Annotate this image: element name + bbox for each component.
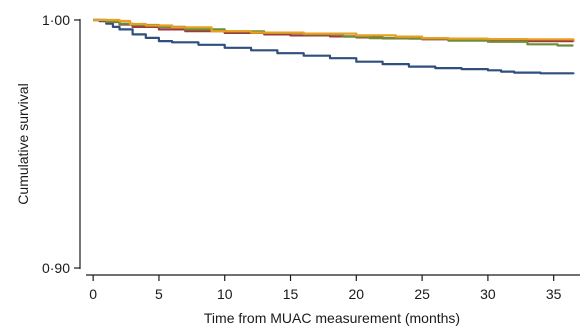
x-tick-label: 20 (349, 286, 365, 302)
series-layer (93, 18, 575, 75)
y-tick-label: 0·90 (42, 260, 70, 276)
x-tick-label: 0 (89, 286, 97, 302)
axes (79, 19, 580, 276)
x-tick-label: 15 (283, 286, 299, 302)
x-tick-label: 30 (480, 286, 496, 302)
series-line-4 (93, 18, 575, 41)
x-tick-label: 35 (546, 286, 562, 302)
x-axis-title: Time from MUAC measurement (months) (204, 310, 460, 326)
series-line-1 (93, 18, 575, 75)
tick-layer: 0·90 1·00 0 5 10 15 20 25 30 35 (42, 12, 562, 302)
x-tick-label: 25 (414, 286, 430, 302)
y-axis-title: Cumulative survival (15, 83, 31, 204)
x-tick-label: 5 (155, 286, 163, 302)
y-tick-label: 1·00 (42, 12, 70, 28)
x-tick-label: 10 (217, 286, 233, 302)
